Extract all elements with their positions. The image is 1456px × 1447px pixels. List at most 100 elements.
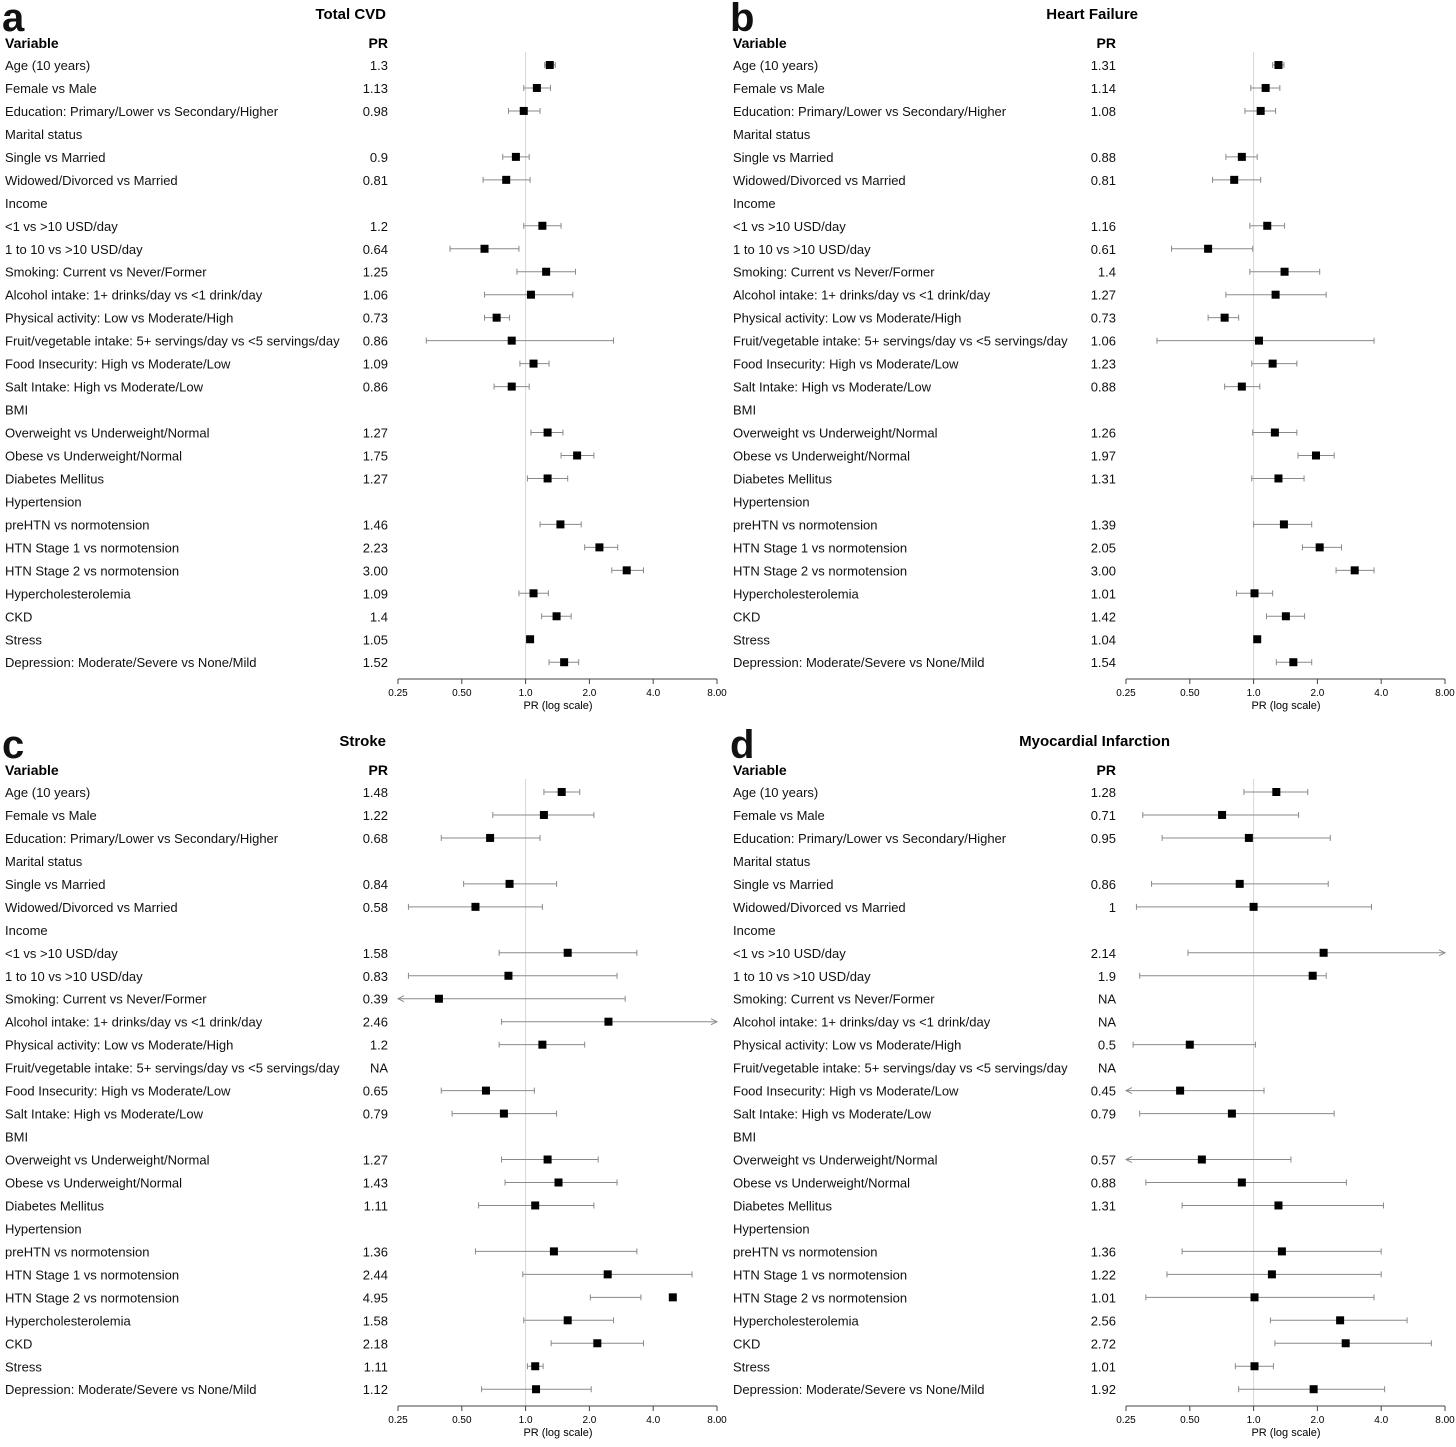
- variable-label: Education: Primary/Lower vs Secondary/Hi…: [733, 831, 1007, 846]
- variable-label: Hypertension: [5, 1221, 82, 1236]
- pr-value: 1: [1109, 900, 1116, 915]
- pr-value: 1.58: [363, 1313, 388, 1328]
- forest-plot-myocardial-infarction: d Myocardial Infarction Variable PR PR (…: [728, 723, 1456, 1447]
- point-estimate: [1244, 833, 1253, 842]
- point-estimate: [532, 1385, 541, 1394]
- variable-label: Alcohol intake: 1+ drinks/day vs <1 drin…: [5, 1015, 263, 1030]
- variable-label: Hypertension: [733, 494, 810, 509]
- pr-value: 1.01: [1091, 586, 1116, 601]
- variable-label: CKD: [733, 1336, 760, 1351]
- variable-label: Depression: Moderate/Severe vs None/Mild: [5, 655, 256, 670]
- pr-value: 1.97: [1091, 448, 1116, 463]
- x-tick-label: 1.0: [519, 1415, 533, 1426]
- chart-title: Myocardial Infarction: [1019, 733, 1170, 750]
- point-estimate: [1253, 635, 1262, 644]
- point-estimate: [668, 1293, 677, 1302]
- variable-label: HTN Stage 2 vs normotension: [5, 563, 179, 578]
- pr-value: NA: [1098, 1015, 1116, 1030]
- variable-label: Fruit/vegetable intake: 5+ servings/day …: [5, 1061, 340, 1076]
- pr-value: 0.88: [1091, 150, 1116, 165]
- pr-value: 1.06: [1091, 334, 1116, 349]
- pr-header: PR: [369, 35, 388, 51]
- variable-label: Food Insecurity: High vs Moderate/Low: [5, 357, 231, 372]
- point-estimate: [1227, 1109, 1236, 1118]
- variable-label: Smoking: Current vs Never/Former: [5, 265, 207, 280]
- point-estimate: [1176, 1086, 1185, 1095]
- variable-label: Obese vs Underweight/Normal: [5, 1175, 182, 1190]
- variable-label: HTN Stage 2 vs normotension: [5, 1290, 179, 1305]
- point-estimate: [1250, 589, 1259, 598]
- point-estimate: [1250, 1293, 1259, 1302]
- pr-value: 0.64: [363, 242, 388, 257]
- variable-label: Income: [5, 196, 48, 211]
- variable-label: Physical activity: Low vs Moderate/High: [5, 1038, 233, 1053]
- variable-label: Salt Intake: High vs Moderate/Low: [5, 380, 204, 395]
- pr-header: PR: [1097, 762, 1116, 778]
- point-estimate: [542, 267, 551, 276]
- point-estimate: [505, 879, 514, 888]
- forest-plot-svg: Total CVD Variable PR PR (log scale) Age…: [5, 6, 727, 712]
- variable-label: Overweight vs Underweight/Normal: [5, 426, 210, 441]
- pr-value: 0.73: [1091, 311, 1116, 326]
- variable-label: Diabetes Mellitus: [5, 1198, 104, 1213]
- pr-value: 2.44: [363, 1267, 388, 1282]
- variable-label: Age (10 years): [5, 58, 90, 73]
- variable-label: HTN Stage 2 vs normotension: [733, 1290, 907, 1305]
- variable-label: CKD: [5, 609, 32, 624]
- point-estimate: [1261, 83, 1270, 92]
- point-estimate: [573, 451, 582, 460]
- variable-label: Hypertension: [5, 494, 82, 509]
- point-estimate: [563, 948, 572, 957]
- variable-label: BMI: [5, 1130, 28, 1145]
- point-estimate: [622, 566, 631, 575]
- variable-header: Variable: [5, 762, 59, 778]
- point-estimate: [1268, 359, 1277, 368]
- variable-label: Marital status: [5, 854, 83, 869]
- variable-label: <1 vs >10 USD/day: [5, 219, 118, 234]
- pr-value: 0.83: [363, 969, 388, 984]
- variable-label: 1 to 10 vs >10 USD/day: [5, 242, 143, 257]
- point-estimate: [538, 1040, 547, 1049]
- pr-value: 0.58: [363, 900, 388, 915]
- point-estimate: [595, 543, 604, 552]
- point-estimate: [502, 175, 511, 184]
- variable-label: Alcohol intake: 1+ drinks/day vs <1 drin…: [733, 288, 991, 303]
- x-tick-label: 0.50: [1180, 1415, 1200, 1426]
- variable-label: Female vs Male: [5, 81, 97, 96]
- point-estimate: [1274, 61, 1283, 69]
- pr-value: 2.05: [1091, 540, 1116, 555]
- variable-label: Stress: [5, 1359, 42, 1374]
- pr-value: 1.3: [370, 58, 388, 73]
- point-estimate: [1197, 1155, 1206, 1164]
- variable-label: Fruit/vegetable intake: 5+ servings/day …: [733, 1061, 1068, 1076]
- pr-value: 0.81: [363, 173, 388, 188]
- point-estimate: [545, 61, 554, 69]
- pr-value: 0.61: [1091, 242, 1116, 257]
- x-tick-label: 1.0: [519, 688, 533, 699]
- point-estimate: [1336, 1316, 1345, 1325]
- pr-value: 1.09: [363, 586, 388, 601]
- point-estimate: [480, 244, 489, 253]
- variable-label: Widowed/Divorced vs Married: [5, 900, 178, 915]
- pr-header: PR: [369, 762, 388, 778]
- panel-letter-c: c: [2, 723, 25, 767]
- variable-label: Age (10 years): [5, 785, 90, 800]
- point-estimate: [531, 1362, 540, 1371]
- point-estimate: [1263, 221, 1272, 230]
- variable-label: Hypercholesterolemia: [5, 586, 131, 601]
- point-estimate: [549, 1247, 558, 1256]
- forest-plot-stroke: c Stroke Variable PR PR (log scale) Age …: [0, 723, 728, 1447]
- pr-value: 2.14: [1091, 946, 1116, 961]
- variable-label: Female vs Male: [5, 808, 97, 823]
- point-estimate: [1274, 1201, 1283, 1210]
- x-tick-label: 1.0: [1247, 1415, 1261, 1426]
- point-estimate: [511, 152, 520, 161]
- point-estimate: [543, 1155, 552, 1164]
- variable-label: Salt Intake: High vs Moderate/Low: [733, 380, 932, 395]
- pr-value: 1.2: [370, 219, 388, 234]
- point-estimate: [486, 833, 495, 842]
- point-estimate: [1319, 948, 1328, 957]
- x-tick-label: 4.0: [646, 1415, 660, 1426]
- pr-value: 1.22: [363, 808, 388, 823]
- pr-value: 0.88: [1091, 1175, 1116, 1190]
